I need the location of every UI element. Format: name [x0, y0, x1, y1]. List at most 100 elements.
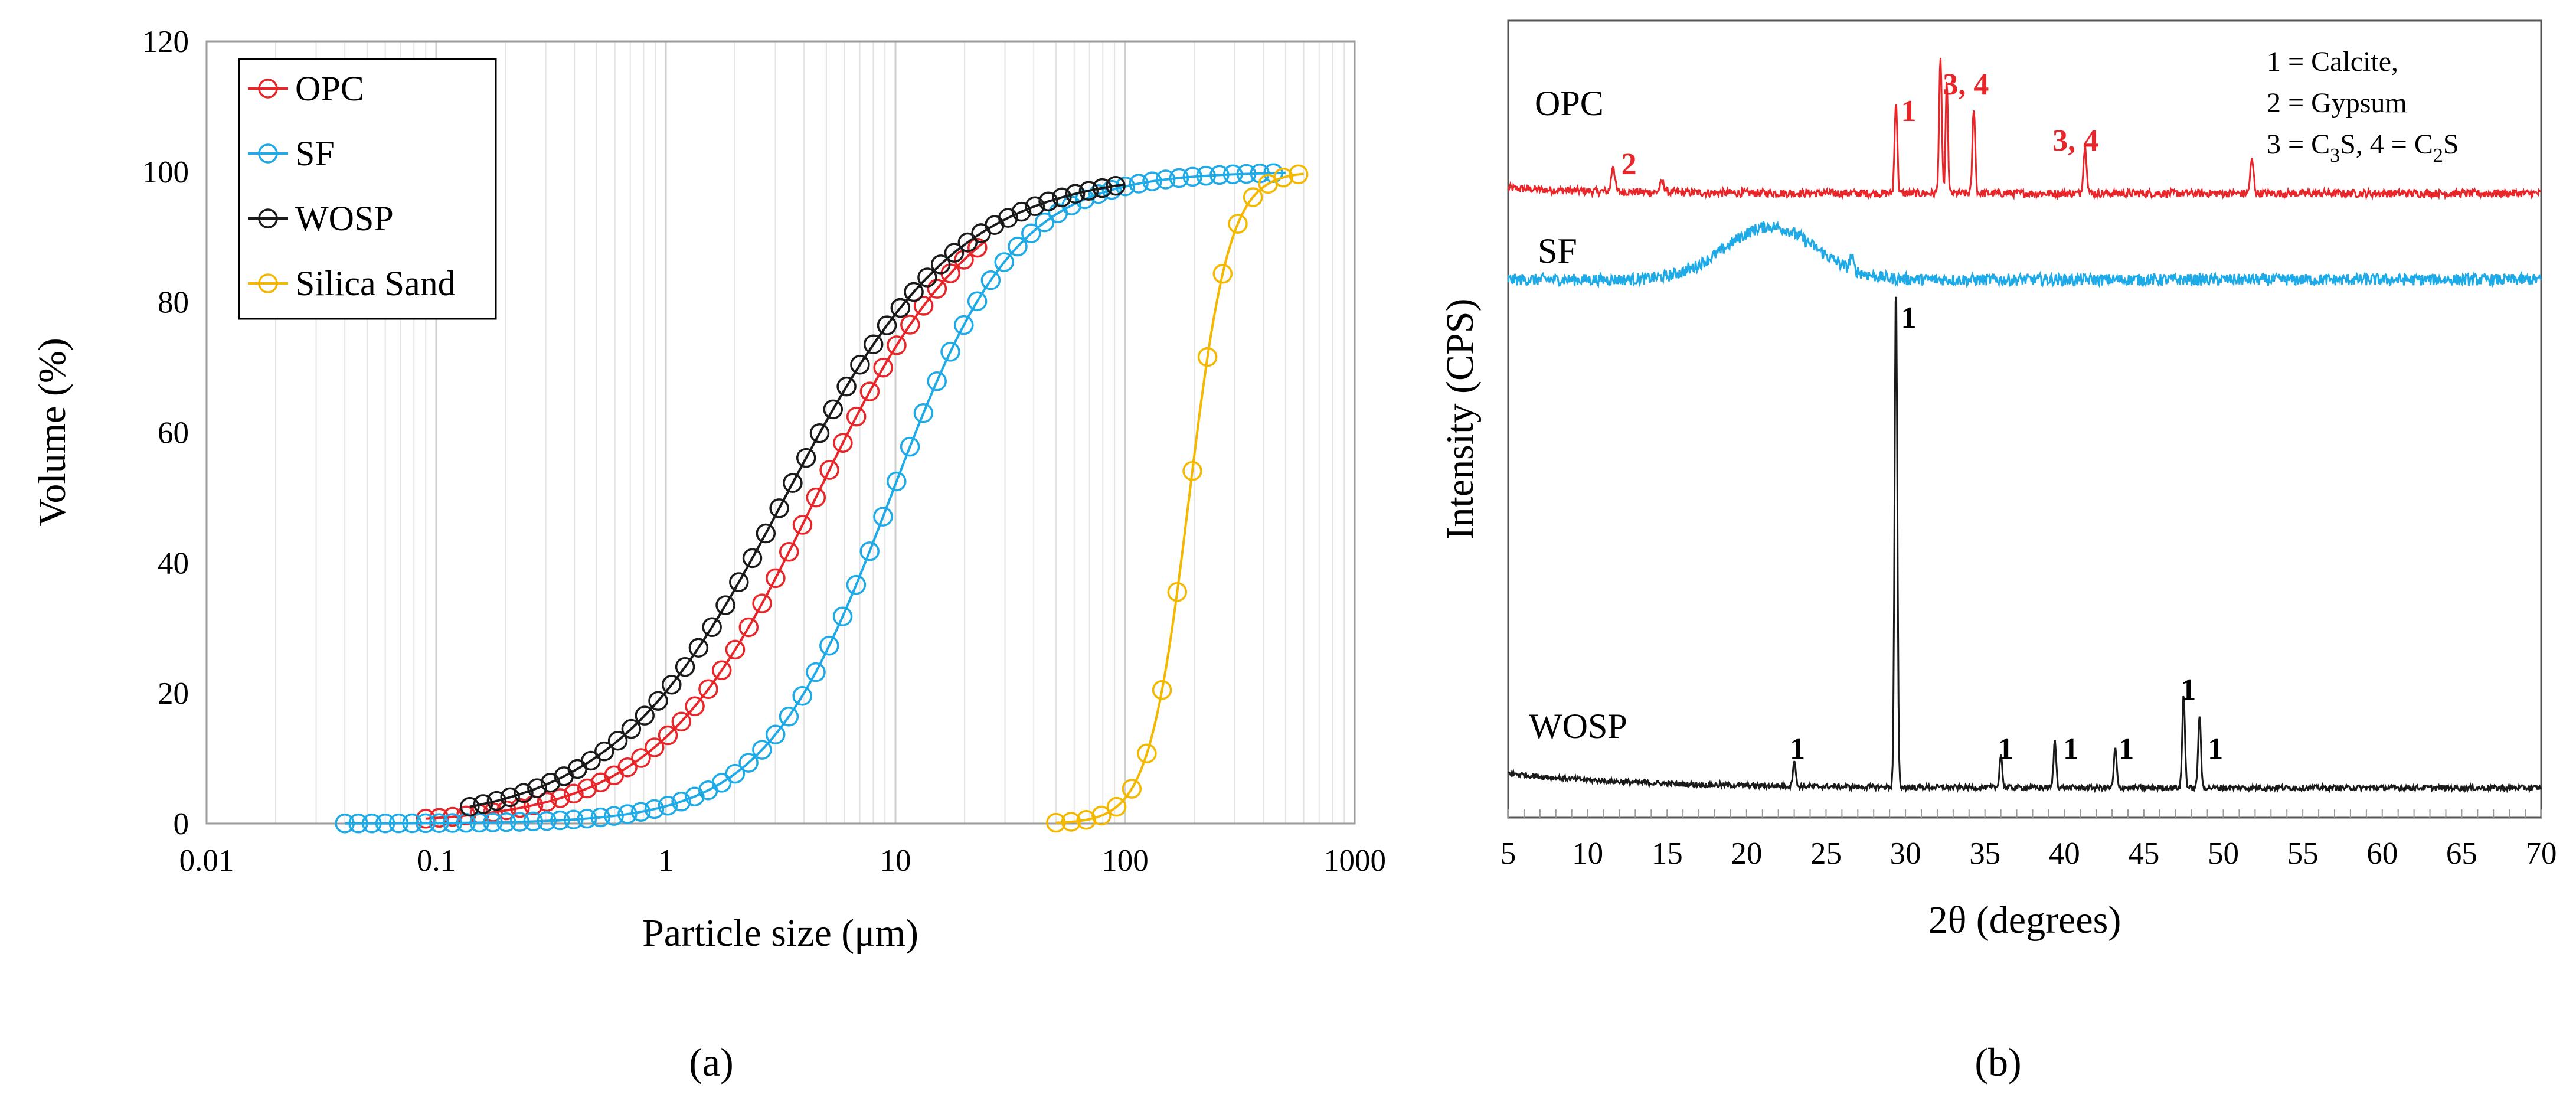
panel-b-plot-frame: [1507, 19, 2542, 819]
data-point: [819, 460, 839, 480]
data-point: [604, 806, 624, 826]
data-point: [658, 796, 678, 816]
pattern-line: [1507, 57, 2542, 201]
series-wosp: [460, 175, 1126, 817]
peak-label: 3, 4: [2052, 124, 2098, 158]
data-point: [483, 812, 503, 832]
data-point: [729, 572, 749, 592]
y-tick-label: 80: [158, 286, 189, 320]
x-tick-label: 0.1: [417, 844, 456, 878]
data-point: [873, 357, 893, 378]
pattern-opc: [1507, 57, 2542, 201]
data-point: [890, 298, 911, 318]
data-point: [500, 787, 520, 808]
data-point: [563, 809, 584, 829]
pattern-wosp: [1508, 296, 2542, 794]
y-tick-label: 100: [142, 155, 189, 190]
data-point: [1038, 191, 1058, 212]
data-point: [1011, 201, 1032, 222]
data-point: [796, 448, 816, 468]
panel-a-y-tick-labels: 0 20 40 60 80 100 120: [142, 25, 189, 841]
legend-entry: SF: [248, 134, 335, 173]
panel-a-label: (a): [689, 1040, 733, 1085]
data-point: [806, 487, 826, 508]
sample-label-opc: OPC: [1535, 84, 1604, 123]
panel-a-legend: OPC SF WOSP Silica Sand: [238, 58, 497, 320]
data-point: [1106, 796, 1127, 817]
data-point: [442, 813, 463, 833]
sample-label-wosp: WOSP: [1529, 707, 1627, 746]
data-point: [792, 515, 813, 535]
peak-label: 1: [1998, 732, 2013, 766]
data-point: [577, 778, 597, 799]
data-point: [1076, 809, 1096, 830]
data-point: [621, 718, 642, 739]
legend-calcite: 1 = Calcite,: [2267, 46, 2398, 77]
panel-b-label: (b): [1975, 1040, 2021, 1085]
pattern-line: [1507, 220, 2542, 289]
data-point: [783, 473, 803, 493]
x-tick-label: 10: [880, 844, 911, 878]
data-point: [917, 267, 937, 288]
data-point: [658, 725, 678, 746]
data-point: [550, 788, 570, 808]
legend-marker: [258, 79, 278, 99]
data-point: [630, 802, 651, 822]
data-point: [859, 381, 880, 401]
data-point: [846, 407, 867, 427]
pattern-line: [1508, 296, 2542, 794]
peak-label: 3, 4: [1943, 68, 1989, 102]
x-tick-label: 50: [2208, 837, 2239, 871]
data-point: [752, 593, 772, 613]
y-tick-label: 120: [142, 25, 189, 59]
data-point: [469, 812, 489, 833]
data-point: [940, 342, 960, 362]
data-point: [994, 252, 1014, 272]
data-point: [688, 638, 709, 658]
series-silica-sand: [1046, 164, 1309, 833]
data-point: [1209, 165, 1230, 185]
panel-a-series: [335, 163, 1309, 834]
data-point: [473, 794, 493, 814]
data-point: [1167, 582, 1188, 602]
data-point: [685, 786, 705, 806]
data-point: [752, 740, 772, 760]
data-point: [1092, 178, 1112, 198]
peak-label: 1: [2063, 732, 2078, 766]
data-point: [537, 792, 557, 812]
x-tick-label: 15: [1652, 837, 1683, 871]
data-point: [766, 568, 786, 589]
data-point: [1212, 264, 1233, 284]
data-point: [904, 282, 924, 302]
data-point: [1091, 805, 1112, 826]
series-sf: [335, 163, 1286, 834]
data-point: [725, 639, 746, 660]
data-point: [944, 243, 965, 263]
data-point: [685, 696, 705, 717]
panel-a-x-axis-title: Particle size (μm): [642, 912, 918, 955]
data-point: [819, 635, 839, 656]
data-point: [577, 808, 597, 829]
peak-label: 2: [1622, 148, 1637, 181]
data-point: [537, 811, 557, 831]
data-point: [402, 813, 422, 834]
data-point: [514, 783, 534, 803]
data-point: [429, 813, 449, 833]
data-point: [510, 798, 530, 818]
y-tick-label: 60: [158, 416, 189, 450]
x-tick-label: 5: [1501, 837, 1516, 871]
x-tick-label: 25: [1810, 837, 1842, 871]
legend-marker: [258, 143, 278, 164]
data-point: [460, 796, 480, 817]
data-point: [913, 296, 934, 316]
data-point: [671, 792, 691, 812]
data-point: [779, 542, 799, 562]
data-point: [1129, 174, 1149, 194]
panel-b-x-axis-title: 2θ (degrees): [1928, 899, 2121, 942]
data-point: [711, 773, 732, 793]
data-point: [927, 371, 947, 391]
data-point: [635, 705, 655, 726]
